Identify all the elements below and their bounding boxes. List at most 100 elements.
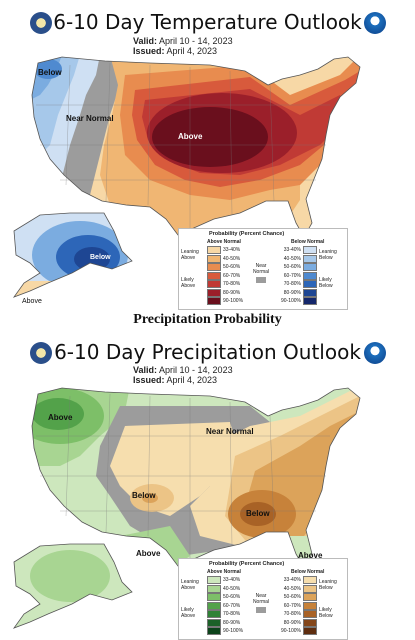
valid-dates: April 10 - 14, 2023 bbox=[159, 365, 233, 375]
legend-swatch bbox=[303, 576, 317, 585]
legend-bin-label: 60-70% bbox=[223, 272, 241, 279]
issued-date: April 4, 2023 bbox=[166, 375, 218, 385]
legend-bin-label: 70-80% bbox=[223, 611, 241, 618]
precipitation-issued: Issued: April 4, 2023 bbox=[133, 375, 217, 385]
legend-bin-row: 50-60% bbox=[207, 593, 249, 602]
label-below-alaska: Below bbox=[90, 254, 111, 261]
legend-bin-label: 90-100% bbox=[280, 298, 301, 305]
precipitation-legend: Probability (Percent Chance) Above Norma… bbox=[178, 558, 348, 640]
legend-bin-label: 60-70% bbox=[283, 272, 301, 279]
temperature-legend: Probability (Percent Chance) Above Norma… bbox=[178, 228, 348, 310]
legend-col-below: Below Normal bbox=[291, 239, 325, 245]
legend-bin-row: 40-50% bbox=[275, 584, 317, 594]
label-above-nw: Above bbox=[48, 413, 73, 422]
legend-swatch bbox=[303, 280, 317, 289]
legend-title: Probability (Percent Chance) bbox=[209, 231, 285, 237]
legend-bin-label: 80-90% bbox=[223, 289, 241, 296]
legend-bin-label: 90-100% bbox=[223, 298, 244, 305]
legend-below-swatches: 33-40% 40-50% 50-60% 60-70% 70-80% 80-90% 90-1… bbox=[275, 576, 317, 636]
legend-swatch bbox=[207, 627, 221, 636]
legend-title: Probability (Percent Chance) bbox=[209, 561, 285, 567]
legend-bin-row: 70-80% bbox=[275, 280, 317, 289]
legend-likely-below: Likely Below bbox=[319, 607, 333, 619]
legend-swatch bbox=[207, 246, 221, 255]
temperature-alaska-shading bbox=[14, 213, 132, 297]
legend-bin-label: 33-40% bbox=[283, 577, 301, 584]
legend-bin-row: 60-70% bbox=[207, 601, 249, 611]
legend-bin-row: 90-100% bbox=[275, 627, 317, 636]
legend-bin-label: 70-80% bbox=[283, 281, 301, 288]
legend-swatch bbox=[303, 263, 317, 272]
legend-bin-row: 60-70% bbox=[207, 271, 249, 281]
legend-near-normal: Near Normal bbox=[252, 263, 270, 275]
legend-bin-row: 33-40% bbox=[207, 246, 249, 255]
legend-swatch bbox=[207, 576, 221, 585]
temperature-title: 6-10 Day Temperature Outlook bbox=[53, 10, 362, 34]
legend-bin-row: 33-40% bbox=[275, 246, 317, 255]
legend-likely-above: Likely Above bbox=[181, 277, 196, 289]
legend-bin-label: 50-60% bbox=[283, 264, 301, 271]
label-below-se: Below bbox=[246, 509, 270, 518]
legend-swatch bbox=[303, 246, 317, 255]
temperature-alaska-outline bbox=[12, 212, 133, 298]
label-above-sw: Above bbox=[136, 549, 161, 558]
legend-bin-label: 33-40% bbox=[283, 247, 301, 254]
noaa-logo-icon bbox=[364, 12, 386, 34]
legend-bin-row: 40-50% bbox=[207, 584, 249, 594]
valid-label: Valid: bbox=[133, 36, 158, 46]
legend-swatch bbox=[303, 288, 317, 297]
label-near-normal: Near Normal bbox=[206, 427, 254, 436]
legend-near-swatch bbox=[256, 277, 266, 283]
precipitation-outlook-panel: 6-10 Day Precipitation Outlook Valid: Ap… bbox=[0, 334, 415, 640]
temperature-state-lines bbox=[36, 62, 330, 231]
label-below-central: Below bbox=[132, 491, 156, 500]
legend-above-swatches: 33-40% 40-50% 50-60% 60-70% 70-80% 80-90% 90-1… bbox=[207, 246, 249, 306]
legend-swatch bbox=[303, 618, 317, 627]
legend-bin-row: 90-100% bbox=[207, 297, 249, 306]
precipitation-state-lines bbox=[36, 393, 330, 562]
legend-bin-label: 90-100% bbox=[280, 628, 301, 635]
legend-bin-label: 33-40% bbox=[223, 247, 241, 254]
legend-swatch bbox=[207, 288, 221, 297]
legend-swatch bbox=[303, 610, 317, 619]
legend-leaning-below: Leaning Below bbox=[319, 579, 337, 591]
legend-bin-row: 40-50% bbox=[207, 254, 249, 264]
legend-col-above: Above Normal bbox=[207, 239, 241, 245]
legend-bin-label: 40-50% bbox=[223, 255, 241, 262]
legend-swatch bbox=[207, 610, 221, 619]
legend-bin-label: 33-40% bbox=[223, 577, 241, 584]
legend-swatch bbox=[207, 271, 221, 280]
legend-swatch bbox=[207, 618, 221, 627]
precipitation-conus-outline bbox=[31, 387, 361, 569]
temperature-valid: Valid: April 10 - 14, 2023 bbox=[133, 36, 233, 46]
legend-above-swatches: 33-40% 40-50% 50-60% 60-70% 70-80% 80-90% 90-1… bbox=[207, 576, 249, 636]
legend-swatch bbox=[207, 593, 221, 602]
legend-bin-row: 80-90% bbox=[275, 618, 317, 628]
legend-swatch bbox=[303, 297, 317, 306]
legend-bin-row: 80-90% bbox=[207, 618, 249, 628]
legend-leaning-below: Leaning Below bbox=[319, 249, 337, 261]
legend-swatch bbox=[303, 584, 317, 593]
label-above: Above bbox=[178, 132, 203, 141]
legend-col-below: Below Normal bbox=[291, 569, 325, 575]
legend-bin-row: 50-60% bbox=[275, 263, 317, 272]
legend-bin-row: 33-40% bbox=[275, 576, 317, 585]
valid-label: Valid: bbox=[133, 365, 158, 375]
legend-bin-row: 60-70% bbox=[275, 601, 317, 611]
legend-col-above: Above Normal bbox=[207, 569, 241, 575]
label-above-fl: Above bbox=[298, 551, 323, 560]
legend-bin-label: 60-70% bbox=[223, 602, 241, 609]
legend-leaning-above: Leaning Above bbox=[181, 579, 199, 591]
legend-bin-label: 40-50% bbox=[283, 255, 301, 262]
legend-likely-below: Likely Below bbox=[319, 277, 333, 289]
issued-date: April 4, 2023 bbox=[166, 46, 218, 56]
legend-bin-label: 70-80% bbox=[283, 611, 301, 618]
legend-bin-label: 50-60% bbox=[223, 594, 241, 601]
legend-bin-row: 40-50% bbox=[275, 254, 317, 264]
label-near-normal: Near Normal bbox=[66, 114, 114, 123]
legend-bin-row: 80-90% bbox=[207, 288, 249, 298]
legend-bin-label: 70-80% bbox=[223, 281, 241, 288]
legend-swatch bbox=[303, 593, 317, 602]
label-near-normal-text: Near Normal bbox=[66, 114, 114, 123]
legend-swatch bbox=[207, 254, 221, 263]
